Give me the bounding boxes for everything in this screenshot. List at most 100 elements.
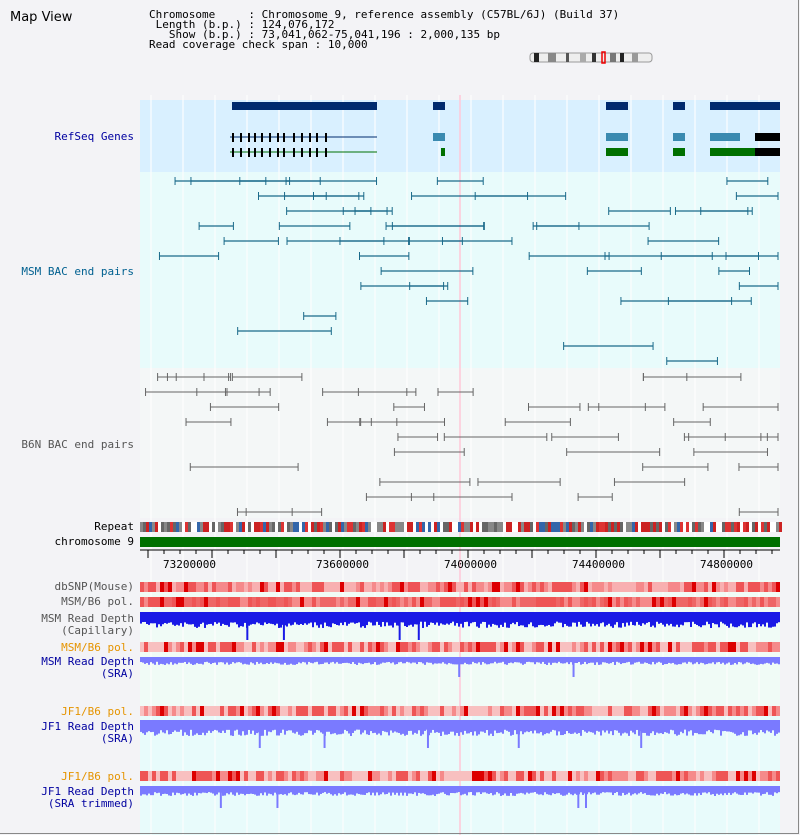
- read-depth-bar: [552, 657, 554, 663]
- read-depth-bar: [250, 720, 252, 734]
- polymorphism-cell: [472, 642, 476, 652]
- read-depth-bar: [244, 657, 246, 664]
- repeat-segment: [716, 522, 719, 532]
- read-depth-bar: [694, 612, 696, 624]
- polymorphism-cell: [680, 582, 684, 592]
- polymorphism-cell: [436, 582, 440, 592]
- polymorphism-cell: [704, 597, 708, 607]
- repeat-segment: [725, 522, 728, 532]
- read-depth-bar: [664, 786, 666, 793]
- read-depth-bar: [396, 720, 398, 733]
- read-depth-bar: [434, 720, 436, 733]
- read-depth-bar: [388, 786, 390, 793]
- read-depth-bar: [274, 612, 276, 626]
- read-depth-bar: [612, 612, 614, 628]
- polymorphism-cell: [344, 582, 348, 592]
- read-depth-bar: [480, 657, 482, 665]
- polymorphism-cell: [164, 597, 168, 607]
- polymorphism-cell: [200, 642, 204, 652]
- polymorphism-cell: [472, 771, 476, 781]
- exon: [254, 148, 256, 157]
- read-depth-bar: [212, 786, 214, 794]
- polymorphism-cell: [596, 597, 600, 607]
- read-depth-bar: [536, 720, 538, 734]
- read-depth-bar: [774, 720, 776, 736]
- polymorphism-cell: [172, 771, 176, 781]
- read-depth-bar: [330, 786, 332, 795]
- read-depth-bar: [286, 720, 288, 731]
- polymorphism-cell: [748, 706, 752, 716]
- polymorphism-cell: [572, 597, 576, 607]
- read-depth-bar: [424, 720, 426, 731]
- read-depth-bar: [374, 657, 376, 663]
- repeat-segment: [359, 522, 362, 532]
- repeat-segment: [431, 522, 434, 532]
- read-depth-bar: [158, 612, 160, 625]
- read-depth-bar: [402, 657, 404, 664]
- polymorphism-cell: [604, 597, 608, 607]
- read-depth-bar: [756, 657, 758, 665]
- polymorphism-cell: [688, 582, 692, 592]
- read-depth-bar: [228, 612, 230, 627]
- polymorphism-cell: [288, 642, 292, 652]
- read-depth-bar: [236, 720, 238, 730]
- read-depth-bar: [578, 612, 580, 622]
- polymorphism-cell: [644, 582, 648, 592]
- read-depth-bar: [536, 657, 538, 663]
- polymorphism-cell: [436, 642, 440, 652]
- polymorphism-cell: [440, 706, 444, 716]
- read-depth-bar: [748, 612, 750, 628]
- read-depth-bar: [722, 612, 724, 624]
- read-depth-bar: [412, 720, 414, 735]
- polymorphism-cell: [320, 706, 324, 716]
- polymorphism-cell: [216, 706, 220, 716]
- chromosome-ideogram[interactable]: [528, 51, 658, 64]
- polymorphism-cell: [196, 582, 200, 592]
- polymorphism-cell: [348, 771, 352, 781]
- read-depth-bar: [374, 720, 376, 733]
- repeat-segment: [665, 522, 668, 532]
- polymorphism-cell: [512, 582, 516, 592]
- read-depth-bar: [234, 612, 236, 623]
- refseq-label: RefSeq Genes: [54, 130, 134, 143]
- polymorphism-cell: [332, 582, 336, 592]
- polymorphism-cell: [736, 771, 740, 781]
- polymorphism-cell: [692, 582, 696, 592]
- read-depth-bar: [260, 786, 262, 794]
- polymorphism-cell: [188, 642, 192, 652]
- read-depth-bar: [420, 720, 422, 736]
- read-depth-bar: [738, 612, 740, 627]
- polymorphism-cell: [276, 706, 280, 716]
- polymorphism-cell: [740, 642, 744, 652]
- read-depth-bar: [602, 786, 604, 793]
- read-depth-bar: [718, 657, 720, 663]
- read-depth-bar: [672, 720, 674, 731]
- read-depth-bar: [214, 720, 216, 730]
- polymorphism-cell: [600, 597, 604, 607]
- polymorphism-cell: [284, 582, 288, 592]
- polymorphism-cell: [672, 597, 676, 607]
- repeat-segment: [428, 522, 431, 532]
- gene-block: [673, 133, 685, 141]
- polymorphism-cell: [224, 706, 228, 716]
- polymorphism-cell: [612, 597, 616, 607]
- polymorphism-cell: [480, 706, 484, 716]
- polymorphism-cell: [580, 771, 584, 781]
- polymorphism-cell: [460, 597, 464, 607]
- polymorphism-cell: [616, 582, 620, 592]
- exon: [283, 133, 285, 142]
- read-depth-bar: [210, 657, 212, 665]
- polymorphism-cell: [260, 642, 264, 652]
- polymorphism-cell: [240, 582, 244, 592]
- axis-tick-label: 74800000: [700, 558, 753, 571]
- polymorphism-cell: [324, 597, 328, 607]
- polymorphism-cell: [512, 597, 516, 607]
- polymorphism-cell: [652, 597, 656, 607]
- read-depth-bar: [522, 786, 524, 794]
- polymorphism-cell: [388, 706, 392, 716]
- polymorphism-cell: [584, 642, 588, 652]
- polymorphism-cell: [208, 642, 212, 652]
- repeat-segment: [770, 522, 773, 532]
- polymorphism-cell: [292, 582, 296, 592]
